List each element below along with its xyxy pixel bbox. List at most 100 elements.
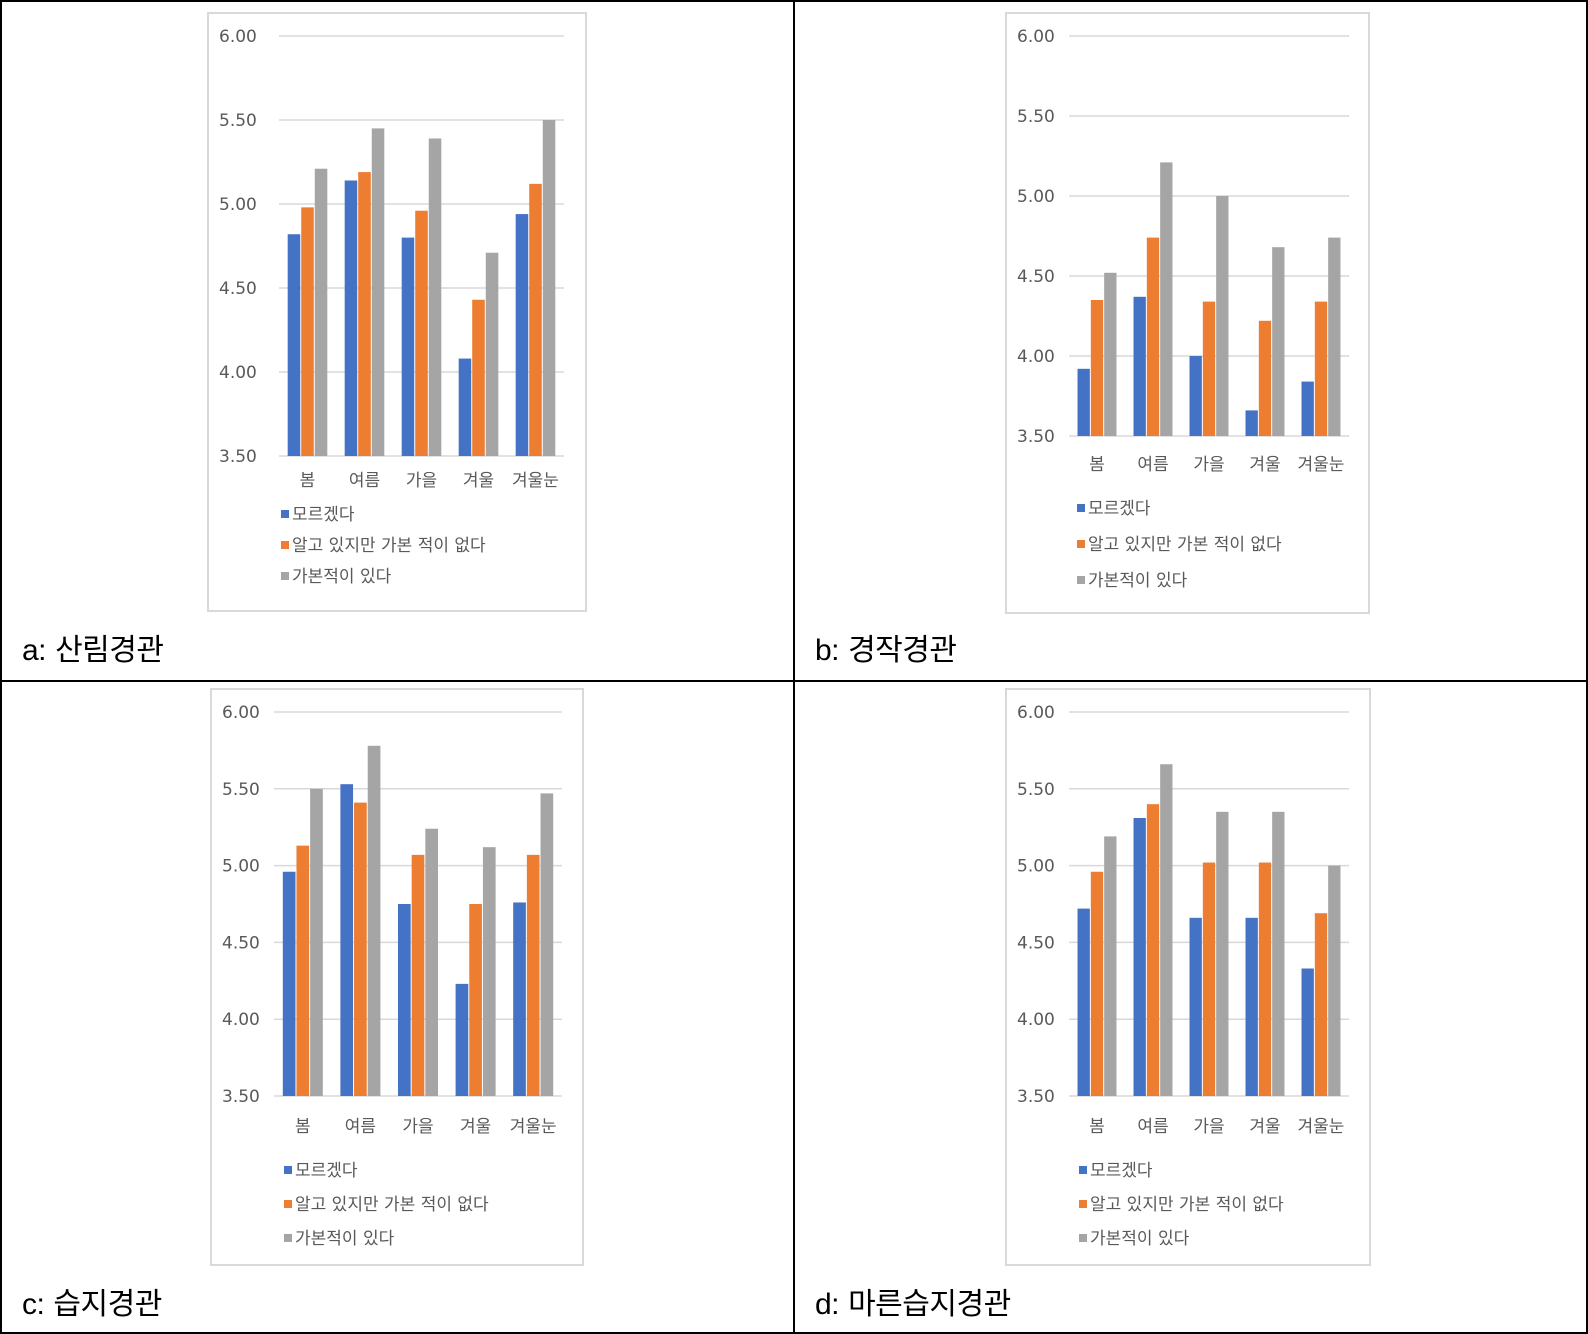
chart-frame-b: 6.00 5.50 5.00 4.50 4.00 3.50 봄 여름 가을 겨울 겨울눈 모르겠다 알고… (1005, 12, 1370, 614)
y-tick-label: 6.00 (1017, 703, 1055, 723)
bar-2-겨울눈 (1314, 913, 1328, 1096)
y-tick-label: 5.50 (1017, 107, 1055, 127)
bar-2-봄 (1090, 871, 1104, 1096)
y-tick-label: 5.00 (1017, 857, 1055, 877)
x-tick-label: 겨울 (1249, 1117, 1280, 1137)
x-tick-label: 여름 (345, 1117, 376, 1137)
bar-1-가을 (401, 237, 415, 456)
x-tick-label: 겨울눈 (1298, 1117, 1345, 1137)
y-tick-label: 5.00 (219, 195, 257, 215)
table-border-left (0, 0, 2, 1334)
legend-label: 모르겠다 (295, 1161, 358, 1181)
bar-2-봄 (296, 845, 310, 1096)
y-tick-label: 3.50 (222, 1087, 260, 1107)
x-tick-label: 봄 (300, 471, 316, 491)
caption-a: a: 산림경관 (22, 625, 164, 669)
bar-2-여름 (358, 172, 371, 456)
y-tick-label: 4.00 (1017, 1010, 1055, 1030)
y-tick-label: 6.00 (1017, 27, 1055, 47)
chart-c: 6.00 5.50 5.00 4.50 4.00 3.50 봄 여름 가을 겨울 겨울눈모르겠다알고… (222, 703, 562, 1249)
bar-3-가을 (1216, 811, 1229, 1096)
bar-3-여름 (1160, 764, 1173, 1096)
bar-3-겨울 (1272, 811, 1285, 1096)
x-tick-label: 겨울 (1249, 455, 1280, 475)
caption-letter: d: (815, 1288, 840, 1321)
y-tick-label: 5.50 (219, 111, 257, 131)
bar-2-겨울 (472, 299, 485, 456)
bar-2-여름 (1146, 237, 1160, 436)
legend-swatch (284, 1234, 292, 1242)
bar-3-겨울눈 (1328, 865, 1341, 1096)
legend-swatch (1077, 504, 1085, 512)
caption-title: 마른습지경관 (848, 1287, 1011, 1322)
legend-swatch (281, 510, 289, 518)
bar-1-겨울눈 (513, 902, 526, 1096)
y-tick-label: 4.00 (1017, 347, 1055, 367)
legend-label: 알고 있지만 가본 적이 없다 (295, 1195, 489, 1215)
x-tick-label: 가을 (406, 471, 437, 491)
bar-1-겨울눈 (1301, 968, 1314, 1096)
chart-frame-c: 6.00 5.50 5.00 4.50 4.00 3.50 봄 여름 가을 겨울 겨울눈 모르겠다 알고… (210, 688, 584, 1266)
bar-1-가을 (1189, 917, 1202, 1096)
x-tick-label: 가을 (1193, 455, 1224, 475)
bar-3-여름 (1160, 162, 1173, 436)
table-border-middle-vertical (793, 0, 795, 1334)
y-tick-label: 4.50 (1017, 267, 1055, 287)
panel-b: 6.00 5.50 5.00 4.50 4.00 3.50 봄 여름 가을 겨울 겨울눈 모르겠다 알고… (795, 0, 1586, 680)
legend-swatch (1077, 540, 1085, 548)
chart-d: 6.00 5.50 5.00 4.50 4.00 3.50 봄 여름 가을 겨울 겨울눈모르겠다알고… (1017, 703, 1349, 1249)
bar-3-여름 (367, 745, 381, 1096)
bar-3-겨울 (485, 252, 499, 456)
bar-2-겨울눈 (1314, 301, 1328, 436)
legend-label: 모르겠다 (1090, 1161, 1153, 1181)
caption-title: 습지경관 (53, 1287, 162, 1322)
bar-2-겨울 (1258, 320, 1272, 436)
table-border-middle-horizontal (0, 680, 1588, 682)
bar-2-겨울눈 (529, 183, 542, 456)
legend-label: 가본적이 있다 (1090, 1229, 1190, 1249)
chart-a: 6.00 5.50 5.00 4.50 4.00 3.50 봄 여름 가을 겨울 겨울눈모르겠다알고… (219, 27, 564, 587)
chart-frame-d: 6.00 5.50 5.00 4.50 4.00 3.50 봄 여름 가을 겨울 겨울눈 모르겠다 알고… (1005, 688, 1371, 1266)
bar-1-봄 (282, 871, 296, 1096)
bar-3-봄 (1104, 836, 1117, 1096)
bar-3-가을 (428, 138, 442, 456)
legend-label: 모르겠다 (1088, 499, 1151, 519)
legend-label: 가본적이 있다 (292, 567, 392, 587)
legend-swatch (284, 1166, 292, 1174)
bar-1-겨울눈 (515, 214, 529, 456)
legend-swatch (1077, 576, 1085, 584)
bar-2-겨울눈 (526, 854, 540, 1096)
legend-swatch (1079, 1200, 1087, 1208)
x-tick-label: 봄 (1089, 1117, 1105, 1137)
bar-1-가을 (1189, 356, 1202, 436)
bar-2-가을 (415, 210, 428, 456)
bar-3-가을 (1216, 196, 1229, 436)
chart-b: 6.00 5.50 5.00 4.50 4.00 3.50 봄 여름 가을 겨울 겨울눈모르겠다알고… (1017, 27, 1349, 591)
bar-3-겨울눈 (540, 793, 554, 1096)
table-border-right (1586, 0, 1588, 1334)
bar-2-여름 (1146, 804, 1160, 1096)
caption-letter: c: (22, 1288, 45, 1321)
y-tick-label: 4.50 (1017, 933, 1055, 953)
bar-1-봄 (1077, 908, 1090, 1096)
caption-letter: a: (22, 634, 47, 667)
bar-2-여름 (354, 802, 367, 1096)
bar-2-겨울 (469, 904, 482, 1096)
bar-1-겨울 (455, 983, 469, 1096)
y-tick-label: 6.00 (222, 703, 260, 723)
legend-label: 모르겠다 (292, 505, 355, 525)
bar-3-겨울눈 (1328, 237, 1341, 436)
y-tick-label: 6.00 (219, 27, 257, 47)
caption-letter: b: (815, 634, 840, 667)
bar-2-가을 (1202, 862, 1216, 1096)
legend-label: 가본적이 있다 (295, 1229, 395, 1249)
legend-label: 알고 있지만 가본 적이 없다 (1088, 535, 1282, 555)
legend-swatch (281, 541, 289, 549)
y-tick-label: 5.50 (1017, 780, 1055, 800)
bar-3-여름 (371, 128, 385, 456)
legend-label: 알고 있지만 가본 적이 없다 (292, 536, 486, 556)
bar-3-겨울 (482, 847, 496, 1096)
x-tick-label: 여름 (349, 471, 380, 491)
x-tick-label: 겨울 (460, 1117, 491, 1137)
